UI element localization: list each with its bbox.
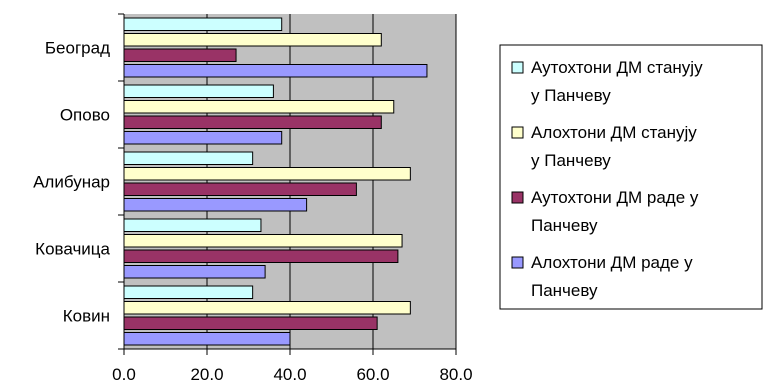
bar-1-1: [123, 17, 283, 31]
legend-swatch: [511, 191, 524, 204]
x-tick-label: 20.0: [190, 365, 223, 384]
bar-3-1: [123, 48, 237, 62]
category-label: Ковачица: [35, 240, 110, 259]
legend-swatch: [511, 61, 524, 74]
legend-label: Панчеву: [531, 281, 598, 300]
legend-label: у Панчеву: [531, 86, 611, 105]
legend-swatch: [511, 256, 524, 269]
bar-3-2: [123, 115, 382, 129]
category-label: Алибунар: [33, 173, 110, 192]
legend-box: [499, 44, 763, 310]
legend-label: Аутохтони ДМ раде у: [531, 188, 699, 207]
legend-label: у Панчеву: [531, 151, 611, 170]
x-tick-label: 60.0: [356, 365, 389, 384]
bar-4-5: [123, 332, 291, 346]
x-tick-label: 40.0: [273, 365, 306, 384]
category-label: Београд: [45, 39, 110, 58]
bar-4-1: [123, 64, 428, 78]
legend-label: Аутохтони ДМ станују: [531, 58, 703, 77]
bar-2-3: [123, 167, 411, 181]
bar-2-2: [123, 100, 395, 114]
legend-label: Алохтони ДМ станују: [531, 123, 697, 142]
bar-3-4: [123, 249, 399, 263]
legend-label: Алохтони ДМ раде у: [531, 253, 693, 272]
category-label: Опово: [60, 106, 110, 125]
bar-4-2: [123, 131, 283, 145]
bar-1-5: [123, 285, 254, 299]
bar-3-5: [123, 316, 378, 330]
bar-1-2: [123, 84, 274, 98]
x-tick-label: 80.0: [439, 365, 472, 384]
category-label: Ковин: [63, 307, 110, 326]
bar-1-4: [123, 218, 262, 232]
bar-4-4: [123, 265, 266, 279]
legend-label: Панчеву: [531, 216, 598, 235]
bar-3-3: [123, 182, 357, 196]
x-tick-label: 0.0: [112, 365, 136, 384]
legend-swatch: [511, 126, 524, 139]
bar-2-1: [123, 33, 382, 47]
bar-2-5: [123, 301, 411, 315]
bar-1-3: [123, 151, 254, 165]
bar-4-3: [123, 198, 308, 212]
bar-2-4: [123, 234, 403, 248]
